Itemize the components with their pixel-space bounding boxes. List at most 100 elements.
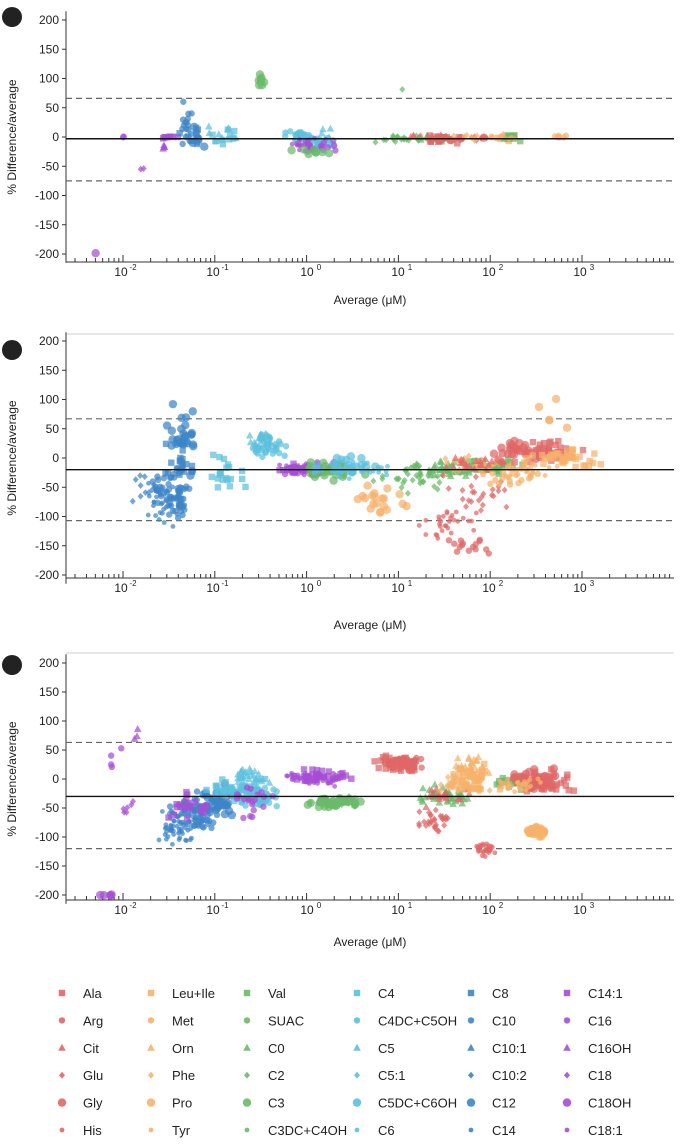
data-point <box>295 142 301 147</box>
legend-item: Pro <box>146 1096 192 1111</box>
data-point <box>168 459 175 466</box>
data-point <box>475 776 482 784</box>
data-point <box>372 138 379 146</box>
data-point <box>453 468 460 476</box>
data-point <box>540 439 548 447</box>
legend-item: Cit <box>58 1041 99 1056</box>
data-point <box>436 479 443 486</box>
data-point <box>548 451 555 458</box>
legend-label: C10:1 <box>492 1041 527 1056</box>
legend-item: C14 <box>468 1123 516 1138</box>
panel-badge: B <box>2 340 22 360</box>
data-point <box>189 442 198 451</box>
legend-item: SUAC <box>243 1013 304 1028</box>
y-tick-label: 100 <box>39 72 59 86</box>
data-point <box>381 758 389 766</box>
data-point <box>432 806 439 814</box>
x-tick-exponent: 3 <box>590 901 595 910</box>
data-point <box>181 421 190 430</box>
y-tick-label: 100 <box>39 393 59 407</box>
x-tick-label: 10 <box>573 581 587 595</box>
x-tick-label: 10 <box>300 903 314 917</box>
data-point <box>214 130 223 138</box>
data-point <box>153 513 159 518</box>
data-point <box>472 473 479 481</box>
data-point <box>499 774 506 782</box>
data-point <box>564 451 572 459</box>
data-point <box>183 460 190 468</box>
data-point <box>210 451 217 459</box>
data-point <box>458 468 465 476</box>
x-tick-exponent: -1 <box>221 579 229 588</box>
data-point <box>474 779 481 786</box>
data-point <box>137 472 144 479</box>
data-point <box>404 489 411 497</box>
x-tick-label: 10 <box>482 581 496 595</box>
data-point <box>150 481 157 489</box>
data-point <box>177 508 185 515</box>
data-point <box>165 814 172 821</box>
legend-item: Ala <box>58 986 103 1001</box>
data-point <box>535 776 541 782</box>
data-point <box>466 458 473 465</box>
data-point <box>458 799 467 807</box>
data-point <box>133 732 141 740</box>
x-tick-exponent: 1 <box>408 263 413 272</box>
data-point <box>437 463 446 471</box>
data-point <box>293 776 301 783</box>
data-point <box>529 461 535 467</box>
data-point <box>251 796 258 804</box>
x-tick-exponent: 2 <box>499 901 504 910</box>
data-point <box>271 447 279 454</box>
data-point <box>173 439 181 447</box>
data-point <box>517 137 524 145</box>
x-tick-exponent: 0 <box>317 579 322 588</box>
data-point <box>322 798 329 806</box>
data-point <box>250 438 259 446</box>
legend-label: Met <box>172 1013 194 1028</box>
data-point <box>455 779 462 787</box>
data-point <box>506 481 514 488</box>
data-point <box>163 488 169 494</box>
data-point <box>209 131 216 139</box>
data-point <box>547 782 554 789</box>
data-point <box>555 132 562 139</box>
data-point <box>404 470 411 478</box>
data-point <box>437 787 444 795</box>
data-point <box>497 778 503 784</box>
data-point <box>219 786 227 794</box>
legend-item: Met <box>147 1013 194 1028</box>
data-point <box>382 505 392 515</box>
legend-item: C18 <box>564 1068 612 1083</box>
data-point <box>146 480 151 486</box>
data-point <box>137 492 144 500</box>
data-point <box>478 843 484 849</box>
data-point <box>399 85 406 93</box>
y-axis-label: % Difference/average <box>5 721 19 837</box>
y-tick-label: 150 <box>39 363 59 377</box>
data-point <box>444 459 451 467</box>
data-point <box>214 789 222 796</box>
data-point <box>265 778 274 786</box>
data-point <box>205 129 214 137</box>
data-point <box>562 132 570 139</box>
data-point <box>499 474 506 482</box>
data-point <box>297 137 302 142</box>
data-point <box>534 402 544 412</box>
data-point <box>330 142 338 149</box>
data-point <box>179 455 186 463</box>
data-point <box>154 473 161 480</box>
data-point <box>216 453 223 461</box>
data-point <box>468 768 477 776</box>
data-point <box>504 455 512 463</box>
data-point <box>173 804 180 811</box>
legend-item: C0 <box>243 1041 285 1056</box>
legend-marker <box>242 1098 252 1107</box>
data-point <box>473 756 481 764</box>
x-tick-label: 10 <box>482 903 496 917</box>
data-point <box>363 481 372 490</box>
data-point <box>521 448 531 457</box>
data-point <box>448 530 454 536</box>
data-point <box>225 463 233 471</box>
data-point <box>538 773 545 780</box>
